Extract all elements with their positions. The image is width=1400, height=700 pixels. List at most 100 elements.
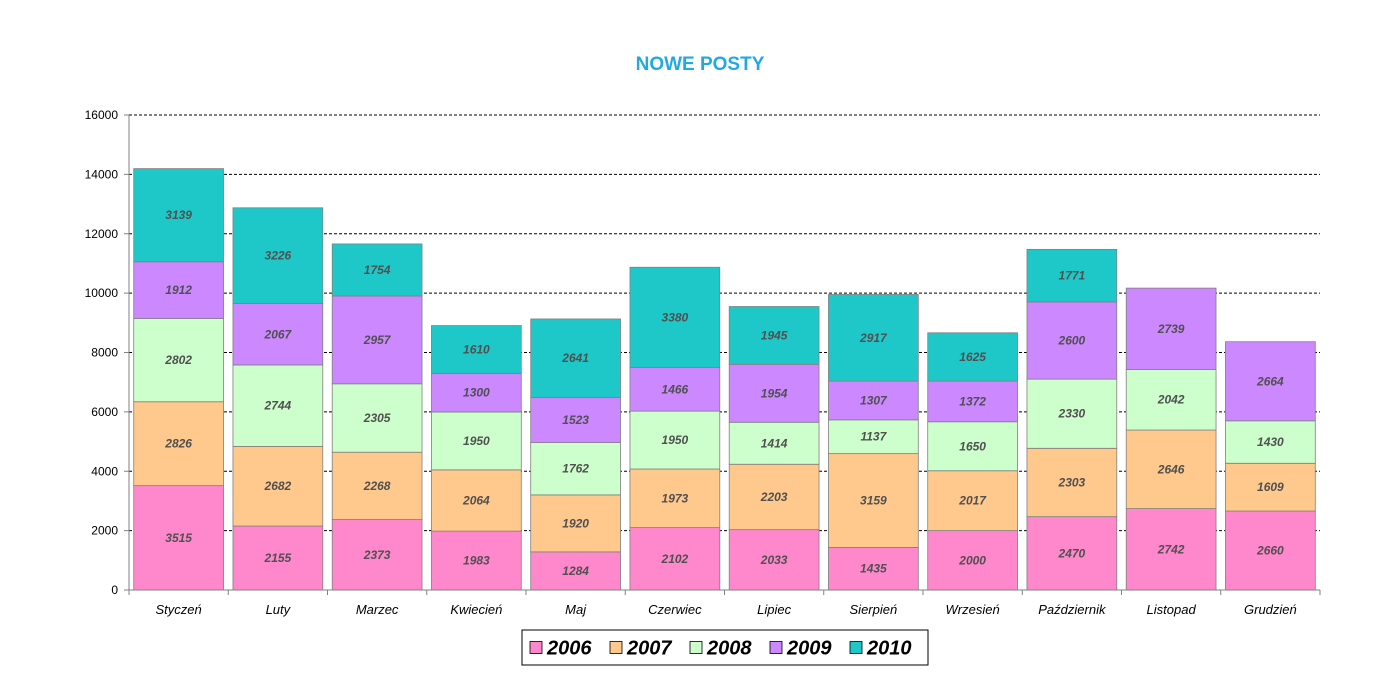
- data-label: 1430: [1257, 435, 1284, 449]
- x-tick-label: Sierpień: [850, 602, 898, 617]
- data-label: 2000: [958, 553, 986, 567]
- bar-segment: [629, 266, 721, 369]
- bar-segment: [331, 295, 423, 385]
- data-label: 2268: [363, 479, 391, 493]
- bar-segment: [232, 207, 324, 304]
- data-label: 2330: [1058, 407, 1086, 421]
- data-label: 1912: [165, 283, 192, 297]
- y-tick-label: 14000: [85, 167, 119, 181]
- data-label: 2064: [462, 493, 490, 507]
- bar-segment: [728, 363, 820, 423]
- data-label: 1650: [959, 439, 986, 453]
- data-label: 2470: [1058, 546, 1086, 560]
- bars: [133, 168, 1316, 591]
- bar-segment: [232, 303, 324, 366]
- bar-segment: [232, 525, 324, 591]
- bar-segment: [530, 494, 621, 553]
- x-tick-label: Grudzień: [1244, 602, 1297, 617]
- x-tick-label: Kwiecień: [450, 602, 502, 617]
- data-label: 2664: [1256, 374, 1284, 388]
- legend-swatch: [529, 641, 543, 654]
- bar-segment: [331, 243, 423, 297]
- bar-segment: [927, 530, 1018, 591]
- data-label: 2203: [760, 490, 788, 504]
- x-tick-label: Styczeń: [156, 602, 202, 617]
- data-label: 2660: [1256, 544, 1284, 558]
- legend-swatch: [689, 641, 703, 654]
- bar-segment: [1125, 369, 1217, 431]
- data-label: 1610: [463, 342, 490, 356]
- bar-segment: [629, 410, 721, 470]
- data-label: 1973: [662, 491, 689, 505]
- data-label: 2641: [561, 351, 589, 365]
- x-tick-label: Listopad: [1147, 602, 1197, 617]
- bar-segment: [1026, 248, 1118, 303]
- legend-label: 2006: [546, 638, 592, 660]
- bar-segment: [431, 325, 522, 374]
- data-label: 1284: [562, 564, 589, 578]
- data-label: 1983: [463, 554, 490, 568]
- data-label: 1950: [463, 434, 490, 448]
- data-label: 1920: [562, 516, 589, 530]
- data-label: 2305: [363, 411, 391, 425]
- data-label: 2802: [164, 353, 192, 367]
- data-labels: 3515 2826 2802 1912 3139 2155 2682 2744 2067 3226…: [164, 208, 1284, 578]
- data-label: 2303: [1058, 475, 1086, 489]
- data-label: 3515: [165, 531, 192, 545]
- bar-segment: [927, 421, 1018, 472]
- data-label: 3226: [265, 249, 292, 263]
- data-label: 1137: [860, 430, 887, 444]
- bar-segment: [927, 380, 1018, 423]
- data-label: 2646: [1157, 462, 1185, 476]
- x-tick-label: Luty: [266, 602, 292, 617]
- bar-segment: [133, 168, 224, 263]
- x-tick-label: Październik: [1038, 602, 1107, 617]
- bar-segment: [1225, 420, 1316, 464]
- data-label: 2373: [363, 548, 391, 562]
- x-tick-label: Lipiec: [757, 602, 791, 617]
- bar-segment: [530, 318, 621, 398]
- bar-segment: [828, 419, 919, 455]
- bar-segment: [1125, 287, 1217, 370]
- data-label: 1625: [959, 350, 986, 364]
- bar-segment: [728, 529, 820, 591]
- data-label: 1754: [364, 263, 391, 277]
- data-label: 1762: [562, 462, 589, 476]
- data-label: 1954: [761, 386, 788, 400]
- data-label: 2739: [1157, 322, 1185, 336]
- bar-segment: [133, 318, 224, 403]
- data-label: 2917: [859, 331, 888, 345]
- data-label: 1950: [662, 433, 689, 447]
- bar-segment: [232, 364, 324, 447]
- y-tick-label: 2000: [91, 524, 118, 538]
- bar-segment: [331, 451, 423, 520]
- data-label: 1771: [1059, 269, 1086, 283]
- x-tick-label: Czerwiec: [648, 602, 702, 617]
- axes: 0 2000 4000 6000 8000 10000 12000 14000 16000 Sty…: [85, 108, 1321, 617]
- grid-lines: [129, 114, 1320, 532]
- y-tick-label: 16000: [85, 108, 119, 122]
- y-tick-label: 8000: [91, 346, 118, 360]
- data-label: 1414: [761, 436, 788, 450]
- data-label: 2067: [264, 327, 293, 341]
- data-label: 2744: [264, 399, 292, 413]
- bar-segment: [1125, 429, 1217, 509]
- data-label: 2957: [363, 333, 392, 347]
- x-tick-label: Marzec: [356, 602, 399, 617]
- data-label: 3139: [165, 208, 192, 222]
- bar-segment: [331, 519, 423, 591]
- bar-segment: [530, 551, 621, 591]
- x-tick-label: Wrzesień: [946, 602, 1000, 617]
- legend-swatch: [849, 641, 863, 654]
- legend-label: 2007: [626, 638, 672, 660]
- y-tick-label: 4000: [91, 464, 118, 478]
- data-label: 2682: [264, 479, 292, 493]
- data-label: 1307: [860, 393, 888, 407]
- bar-segment: [1026, 378, 1118, 449]
- data-label: 1300: [463, 386, 490, 400]
- data-label: 1466: [662, 382, 689, 396]
- data-label: 1523: [562, 413, 589, 427]
- data-label: 2017: [958, 494, 987, 508]
- bar-segment: [431, 372, 522, 413]
- bar-segment: [232, 446, 324, 527]
